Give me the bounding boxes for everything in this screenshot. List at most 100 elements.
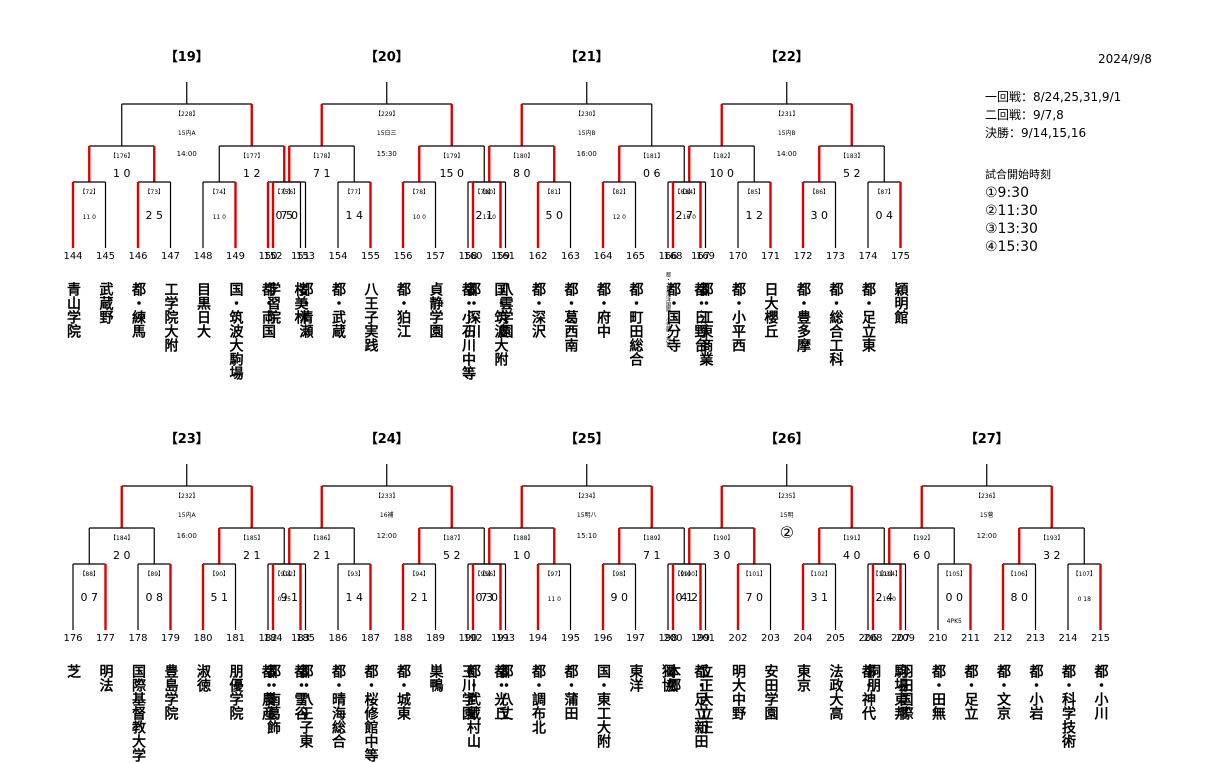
first-match-id: 【72】 [79,189,99,196]
first-score: 2 4 [876,591,894,604]
team-number: 209 [896,633,915,644]
first-score: 0 5 [276,209,294,222]
team-name: 都・狛江 [395,282,412,339]
team-name: 立正大立正 [698,663,714,734]
first-match-id: 【81】 [544,189,564,196]
final-venue: 15明 [780,512,794,519]
first-score: 9 0 [611,591,629,604]
first-match-id: 【87】 [874,189,894,196]
team-name: 都・科学技術 [1060,664,1077,749]
final-match-id: 【235】 [775,493,798,500]
team-number: 188 [393,633,412,644]
semi-match-id: 【178】 [310,153,333,160]
final-match-id: 【234】 [575,493,598,500]
semi-score: 1 2 [243,167,261,180]
team-number: 158 [458,251,477,262]
first-score: 10 0 [883,596,897,603]
team-name: 都・府中 [595,282,612,339]
first-score: 0 0 [946,591,964,604]
team-number: 178 [128,633,147,644]
team-name: 都・桜修館中等 [363,664,380,763]
team-number: 210 [928,633,947,644]
block-label: 【19】 [165,49,209,65]
team-number: 153 [296,251,315,262]
semi-match-id: 【180】 [510,153,533,160]
team-name: 駒場東邦 [893,663,909,721]
team-name: 貞静学園 [428,281,444,339]
team-number: 176 [63,633,82,644]
team-number: 169 [696,251,715,262]
first-match-id: 【85】 [744,189,764,196]
semi-match-id: 【190】 [710,535,733,542]
team-name: 都・小川 [1093,664,1110,720]
first-match-id: 【76】 [279,189,299,196]
final-match-id: 【229】 [375,111,398,118]
first-score: 10 0 [413,214,427,221]
final-match-id: 【232】 [175,493,198,500]
team-name: 都・足立 [963,664,980,720]
first-match-id: 【91】 [274,571,294,578]
final-match-id: 【230】 [575,111,598,118]
final-match-id: 【236】 [975,493,998,500]
team-number: 167 [691,251,710,262]
final-time: 14:00 [177,150,197,158]
team-number: 214 [1058,633,1077,644]
semi-match-id: 【185】 [240,535,263,542]
team-name: 都・文京 [995,664,1012,721]
first-match-id: 【75】 [274,189,294,196]
team-name: 獨協 [660,663,677,693]
team-name: 都・足立新田 [693,664,710,749]
team-number: 193 [496,633,515,644]
first-match-id: 【89】 [144,571,164,578]
semi-match-id: 【193】 [1040,535,1063,542]
semi-score: 5 2 [843,167,861,180]
team-name: 都・蒲田 [563,664,580,721]
first-match-id: 【88】 [79,571,99,578]
team-number: 191 [491,633,510,644]
team-name: 八王子実践 [363,282,380,353]
block-label: 【22】 [765,49,809,65]
first-score: 2 1 [411,591,429,604]
team-name: 学習院 [265,281,281,325]
first-match-id: 【103】 [873,571,896,578]
final-venue: 15明八 [577,512,597,519]
semi-score: 7 1 [313,167,331,180]
team-number: 206 [858,633,877,644]
team-name: 法政大高 [828,663,844,721]
semi-match-id: 【176】 [110,153,133,160]
schedule-final: 決勝：9/14,15,16 [985,126,1087,140]
first-match-id: 【74】 [209,189,229,196]
team-name: 都・江東商業 [698,282,715,367]
team-number: 149 [226,251,245,262]
team-name: 都・八丈 [498,664,515,721]
semi-score: 0 6 [643,167,661,180]
team-number: 170 [728,251,747,262]
team-number: 171 [761,251,780,262]
team-number: 148 [193,251,212,262]
semi-score: 7 1 [643,549,661,562]
first-match-id: 【86】 [809,189,829,196]
team-number: 175 [891,251,910,262]
final-match-id: 【228】 [175,111,198,118]
first-score: 9 1 [281,591,299,604]
team-number: 160 [463,251,482,262]
team-number: 208 [863,633,882,644]
team-name: 巣鴨 [428,663,445,693]
team-number: 215 [1091,633,1110,644]
first-match-id: 【73】 [144,189,164,196]
team-number: 150 [258,251,277,262]
first-match-id: 【95】 [474,571,494,578]
block-label: 【27】 [965,431,1009,447]
first-score: 2 5 [146,209,164,222]
team-number: 177 [96,633,115,644]
team-name: 都・武蔵 [330,282,347,339]
block-label: 【26】 [765,431,809,447]
team-number: 192 [463,633,482,644]
semi-match-id: 【191】 [840,535,863,542]
first-score: 11 0 [548,596,562,603]
team-name: 日大櫻丘 [763,282,780,338]
team-number: 168 [663,251,682,262]
team-number: 151 [291,251,310,262]
semi-match-id: 【181】 [640,153,663,160]
